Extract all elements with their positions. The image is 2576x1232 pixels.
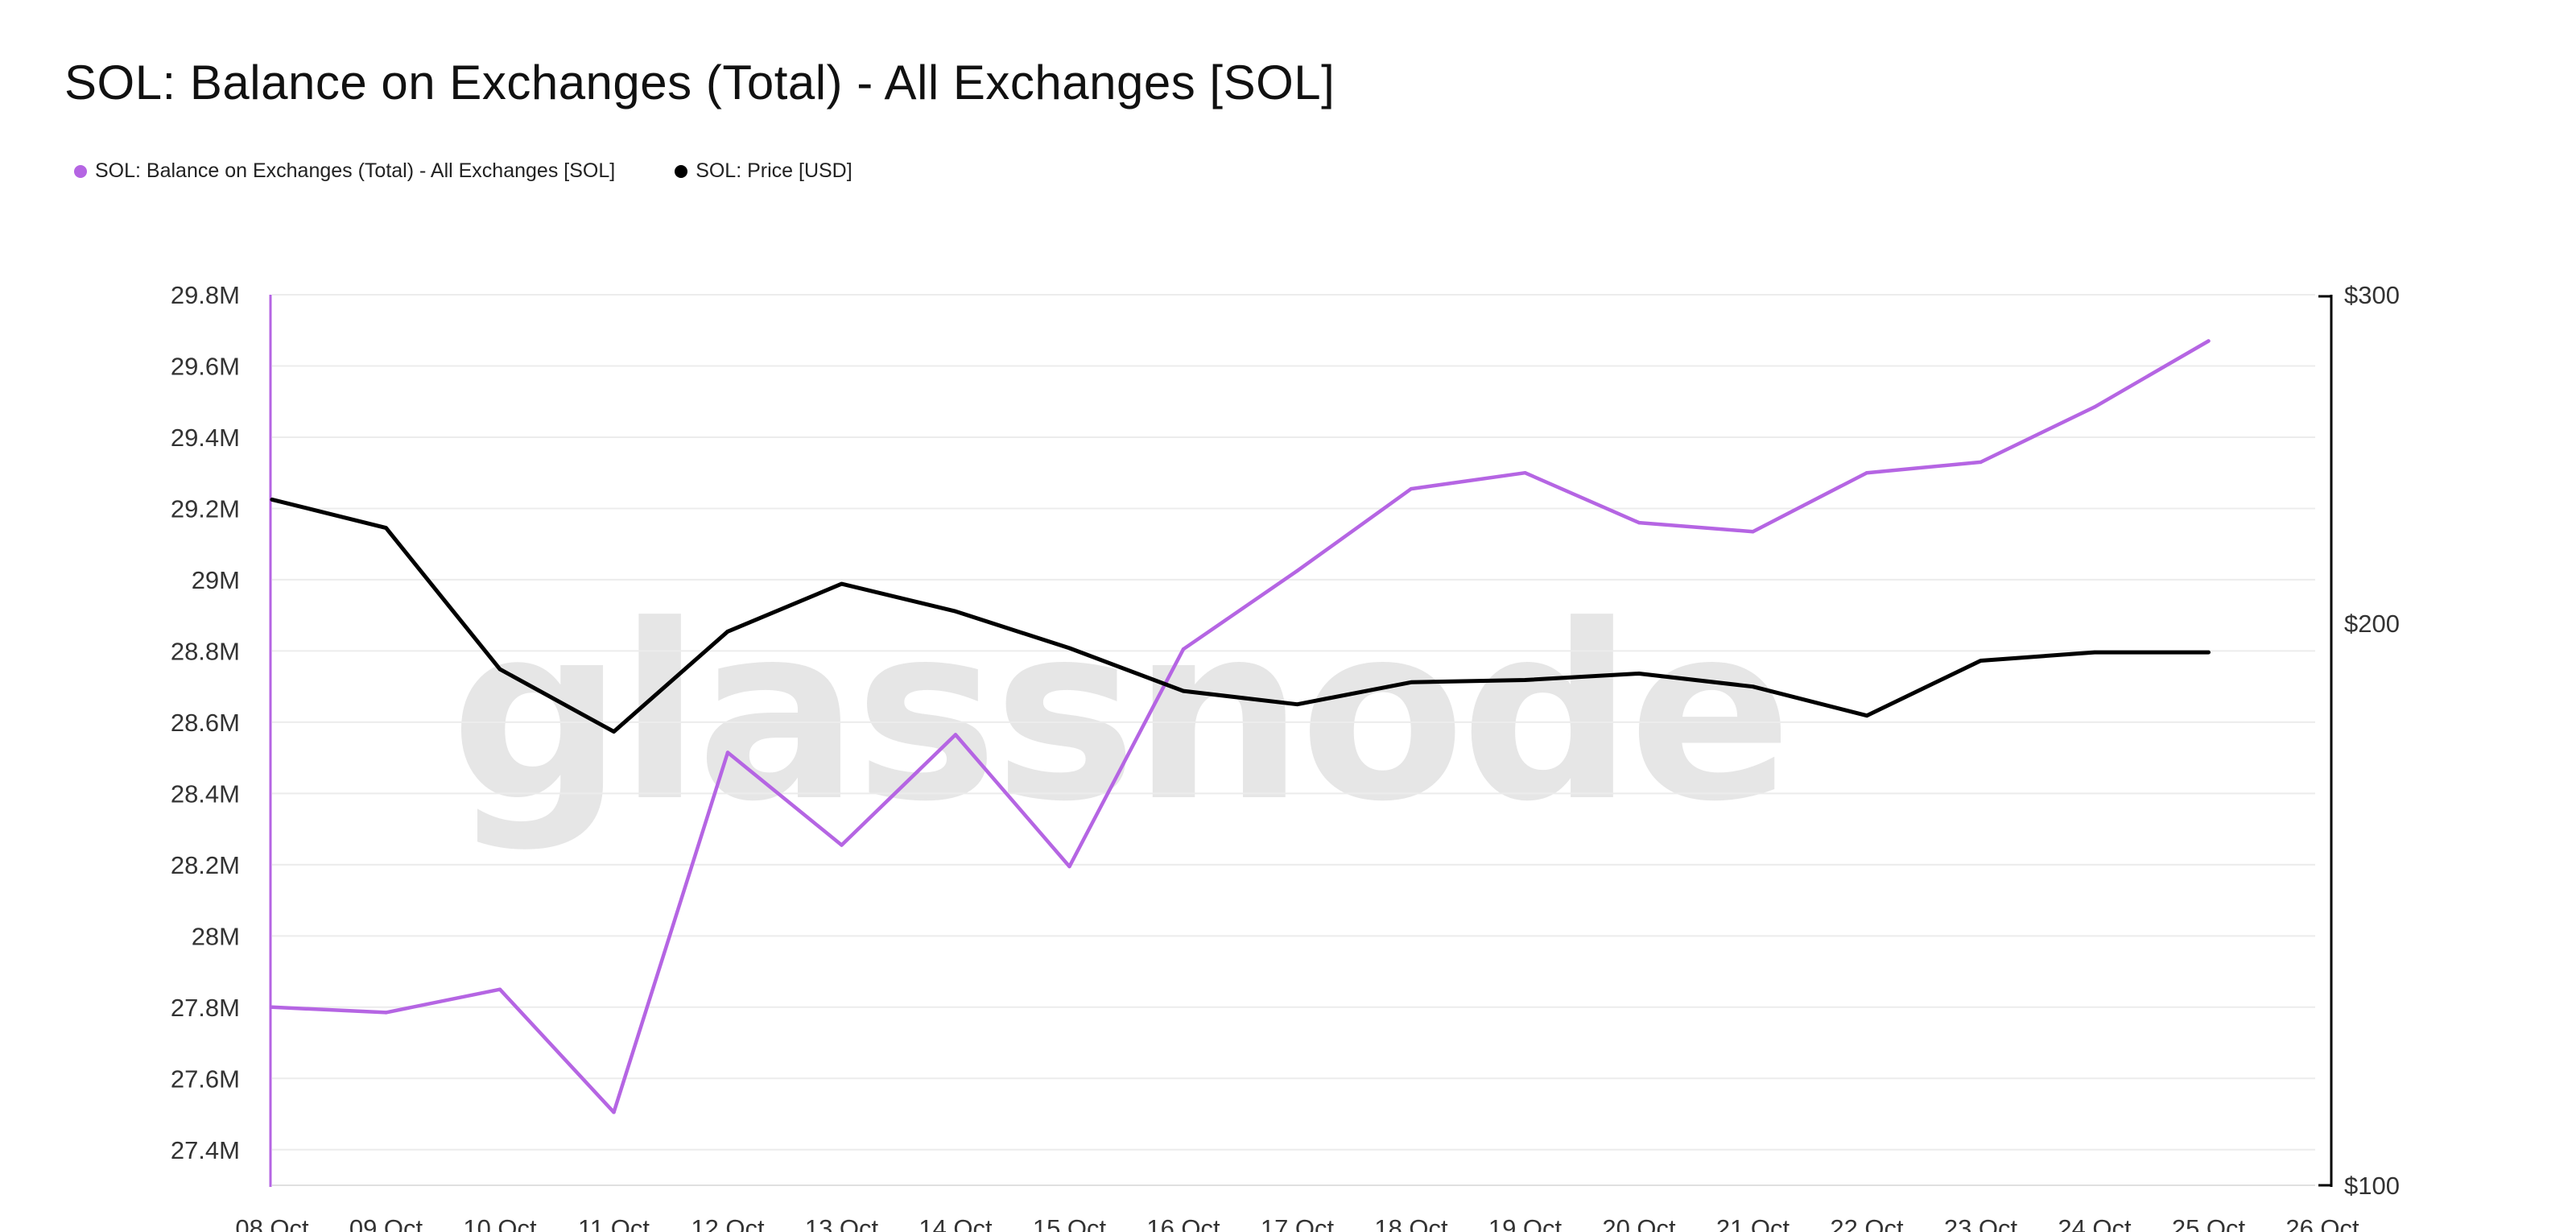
legend-item-balance[interactable]: SOL: Balance on Exchanges (Total) - All … [74, 159, 615, 183]
y-right-tick-label: $100 [2344, 1172, 2400, 1200]
y-left-tick-label: 28.2M [171, 851, 240, 879]
data-point-balance [497, 987, 502, 991]
data-point-price [1864, 713, 1869, 717]
x-tick-label: 18 Oct [1374, 1214, 1448, 1232]
y-left-tick-label: 29.2M [171, 494, 240, 523]
y-left-tick-label: 27.6M [171, 1065, 240, 1093]
legend-label-balance: SOL: Balance on Exchanges (Total) - All … [95, 159, 616, 182]
data-point-price [1067, 646, 1071, 651]
data-point-balance [1067, 864, 1071, 869]
y-left-tick-label: 28.4M [171, 779, 240, 808]
data-point-price [1523, 678, 1527, 682]
data-point-price [497, 667, 502, 672]
y-left-tick-label: 29.6M [171, 352, 240, 380]
y-left-tick-label: 29M [192, 566, 240, 594]
data-point-balance [1181, 647, 1186, 651]
data-point-balance [840, 843, 844, 847]
data-point-price [1295, 702, 1299, 706]
data-point-price [1751, 684, 1755, 688]
x-tick-label: 19 Oct [1488, 1214, 1563, 1232]
x-tick-label: 09 Oct [349, 1214, 423, 1232]
watermark: glassnode [450, 573, 1787, 854]
y-left-tick-label: 29.4M [171, 424, 240, 452]
series-line-price [270, 497, 2211, 734]
data-point-balance [1637, 520, 1641, 525]
x-tick-label: 10 Oct [463, 1214, 537, 1232]
data-point-price [270, 498, 275, 502]
x-tick-label: 24 Oct [2058, 1214, 2132, 1232]
legend-item-price[interactable]: SOL: Price [USD] [675, 159, 852, 183]
data-point-price [725, 630, 730, 634]
y-right-tick-label: $200 [2344, 610, 2400, 638]
x-tick-label: 20 Oct [1602, 1214, 1676, 1232]
data-point-price [384, 526, 388, 530]
legend: SOL: Balance on Exchanges (Total) - All … [74, 159, 912, 183]
x-tick-label: 23 Oct [1944, 1214, 2018, 1232]
data-point-balance [1864, 471, 1869, 475]
data-point-price [612, 730, 616, 734]
x-tick-label: 14 Oct [919, 1214, 993, 1232]
x-tick-label: 13 Oct [805, 1214, 879, 1232]
y-left-tick-label: 27.4M [171, 1136, 240, 1164]
grid-lines [272, 294, 2315, 1186]
legend-label-price: SOL: Price [USD] [696, 159, 852, 182]
data-point-price [1409, 680, 1414, 684]
data-point-balance [2207, 339, 2211, 343]
x-tick-label: 26 Oct [2285, 1214, 2359, 1232]
x-tick-label: 16 Oct [1146, 1214, 1220, 1232]
data-point-balance [953, 733, 958, 737]
data-point-balance [384, 1011, 388, 1015]
y-right-tick-label: $300 [2344, 281, 2400, 309]
y-left-tick-label: 28M [192, 922, 240, 950]
legend-dot-price [675, 164, 688, 178]
x-tick-label: 25 Oct [2172, 1214, 2246, 1232]
data-point-price [2207, 650, 2211, 655]
y-left-tick-label: 28.8M [171, 637, 240, 665]
y-left-tick-label: 29.8M [171, 281, 240, 309]
x-tick-label: 17 Oct [1261, 1214, 1335, 1232]
data-point-price [1979, 659, 1983, 663]
axes [269, 295, 2333, 1187]
x-tick-label: 11 Oct [578, 1214, 650, 1232]
legend-dot-balance [74, 164, 87, 178]
series-layer [270, 339, 2211, 1114]
data-point-balance [1409, 486, 1414, 491]
data-point-price [1637, 672, 1641, 676]
x-tick-label: 12 Oct [691, 1214, 765, 1232]
data-point-balance [1523, 471, 1527, 475]
data-point-price [953, 610, 958, 614]
chart-title: SOL: Balance on Exchanges (Total) - All … [64, 56, 1335, 110]
x-tick-label: 15 Oct [1033, 1214, 1107, 1232]
data-point-balance [1979, 460, 1983, 465]
data-point-price [2092, 650, 2097, 655]
data-point-balance [2092, 405, 2097, 409]
data-point-balance [612, 1110, 616, 1114]
data-point-balance [1751, 530, 1755, 534]
y-left-tick-label: 27.8M [171, 994, 240, 1022]
data-point-price [1181, 688, 1186, 693]
x-tick-label: 22 Oct [1830, 1214, 1904, 1232]
data-point-balance [270, 1005, 275, 1010]
x-tick-label: 21 Oct [1716, 1214, 1790, 1232]
tick-labels: 27.4M 27.6M 27.8M 28M 28.2M 28.4M 28.6M 28.8M 29… [171, 281, 2400, 1232]
data-point-balance [725, 750, 730, 754]
x-tick-label: 08 Oct [235, 1214, 309, 1232]
y-left-tick-label: 28.6M [171, 709, 240, 737]
data-point-price [840, 581, 844, 586]
series-line-balance [270, 339, 2211, 1114]
data-point-balance [1295, 568, 1299, 573]
